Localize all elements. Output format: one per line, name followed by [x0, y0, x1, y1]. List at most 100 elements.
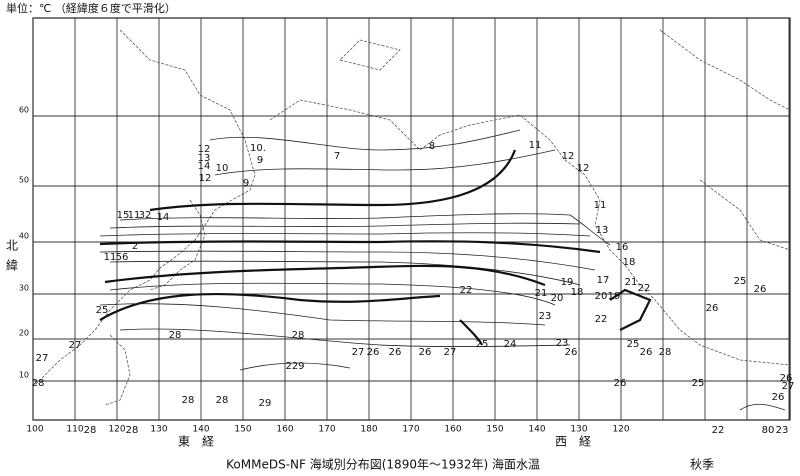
isotherm-label: 11	[128, 210, 141, 221]
isotherm-label: 10.	[250, 143, 266, 154]
longitude-tick-label: 140	[192, 425, 209, 435]
isotherm-label: 9	[257, 155, 263, 166]
isotherm-label: 11	[594, 200, 607, 211]
isotherm-label: 14	[157, 212, 170, 223]
isotherm-label: 27	[352, 347, 365, 358]
isotherm-label: 229	[285, 361, 304, 372]
isotherm-label: 32	[139, 210, 152, 221]
isotherm-label: 20	[551, 293, 564, 304]
grid	[32, 18, 790, 420]
isotherm-label: 28	[216, 395, 229, 406]
longitude-tick-label: 160	[276, 425, 293, 435]
isotherms	[99, 129, 786, 411]
isotherm-label: 28	[292, 330, 305, 341]
latitude-tick-label: 60	[19, 106, 29, 115]
isotherm-label: 22	[595, 314, 608, 325]
isotherm-label: 23	[539, 311, 552, 322]
isotherm-label: 22	[712, 425, 725, 436]
isotherm-label: 28	[84, 425, 97, 436]
isotherm-label: 20	[595, 291, 608, 302]
isotherm-label: 25	[96, 305, 109, 316]
isotherm-label: 26	[389, 347, 402, 358]
isotherm-label: 80	[762, 425, 775, 436]
isotherm-label: 28	[32, 378, 45, 389]
north-label: 緯	[6, 258, 18, 273]
latitude-tick-label: 50	[19, 176, 29, 185]
latitude-tick-label: 20	[19, 329, 29, 338]
isotherm-label: 56	[116, 252, 129, 263]
isotherm-label: 10	[216, 163, 229, 174]
isotherm-label: 18	[623, 257, 636, 268]
isotherm-label: 2	[132, 241, 138, 252]
longitude-tick-label: 120	[612, 425, 629, 435]
longitude-tick-label: 130	[570, 425, 587, 435]
longitude-tick-label: 130	[150, 425, 167, 435]
longitude-tick-label: 110	[66, 425, 83, 435]
isotherm-label: 27	[782, 381, 795, 392]
isotherm-label: 18	[571, 287, 584, 298]
coastlines	[34, 29, 791, 406]
isotherm-label: 27	[69, 340, 82, 351]
isotherm-label: 17	[597, 275, 610, 286]
isotherm-label: 12	[577, 163, 590, 174]
longitude-tick-label: 170	[402, 425, 419, 435]
west-label: 西 経	[555, 435, 591, 449]
isotherm-label: 22	[460, 285, 473, 296]
isotherm-label: 29	[259, 398, 272, 409]
isotherm-label: 12	[199, 173, 212, 184]
season: 秋季	[690, 458, 714, 472]
east-label: 東 経	[178, 435, 214, 449]
longitude-tick-label: 150	[234, 425, 251, 435]
isotherm-label: 26	[640, 347, 653, 358]
isotherm-label: 25	[692, 378, 705, 389]
isotherm-label: 7	[334, 151, 340, 162]
isotherm-label: 28	[169, 330, 182, 341]
isotherm-label: 24	[504, 339, 517, 350]
isotherm-label: 22	[638, 283, 651, 294]
isotherm-label: 19	[561, 277, 574, 288]
isotherm-label: 23	[776, 425, 789, 436]
isotherm-label: 12	[198, 144, 211, 155]
isotherm-label: 14	[198, 161, 211, 172]
north-label: 北	[6, 239, 18, 253]
isotherm-label: 27	[444, 347, 457, 358]
longitude-tick-label: 180	[360, 425, 377, 435]
isotherm-label: 12	[562, 151, 575, 162]
isotherm-label: 25	[627, 339, 640, 350]
isotherm-label: 19	[608, 291, 621, 302]
isotherm-label: 16	[616, 242, 629, 253]
isotherm-label: 28	[182, 395, 195, 406]
latitude-tick-label: 10	[19, 371, 29, 380]
isotherm-label: 11	[104, 252, 117, 263]
isotherm-label: 25	[476, 339, 489, 350]
latitude-tick-label: 40	[19, 232, 29, 241]
longitude-tick-label: 170	[318, 425, 335, 435]
isotherm-label: 21	[625, 277, 638, 288]
longitude-tick-label: 100	[26, 425, 43, 435]
isotherm-label: 9	[243, 178, 249, 189]
isotherm-label: 26	[706, 303, 719, 314]
isotherm-label: 8	[429, 141, 435, 152]
isotherm-label: 23	[556, 338, 569, 349]
isotherm-label: 13	[198, 153, 211, 164]
longitude-tick-label: 160	[444, 425, 461, 435]
isotherm-label: 26	[419, 347, 432, 358]
footer-title: KoMMeDS-NF 海域別分布図(1890年～1932年) 海面水温	[226, 457, 540, 472]
longitude-tick-label: 120	[108, 425, 125, 435]
isotherm-label: 11	[529, 140, 542, 151]
isotherm-label: 25	[734, 276, 747, 287]
isotherm-label: 26	[772, 392, 785, 403]
longitude-tick-label: 140	[528, 425, 545, 435]
isotherm-label: 26	[565, 347, 578, 358]
isotherm-label: 28	[126, 425, 139, 436]
latitude-tick-label: 30	[19, 284, 29, 293]
isotherm-label: 21	[535, 288, 548, 299]
unit-note: 単位：℃ （経緯度６度で平滑化）	[6, 1, 176, 15]
isotherm-label: 13	[596, 225, 609, 236]
isotherm-label: 15	[117, 210, 130, 221]
isotherm-label: 26	[754, 284, 767, 295]
longitude-tick-label: 150	[486, 425, 503, 435]
isotherm-label: 26	[367, 347, 380, 358]
